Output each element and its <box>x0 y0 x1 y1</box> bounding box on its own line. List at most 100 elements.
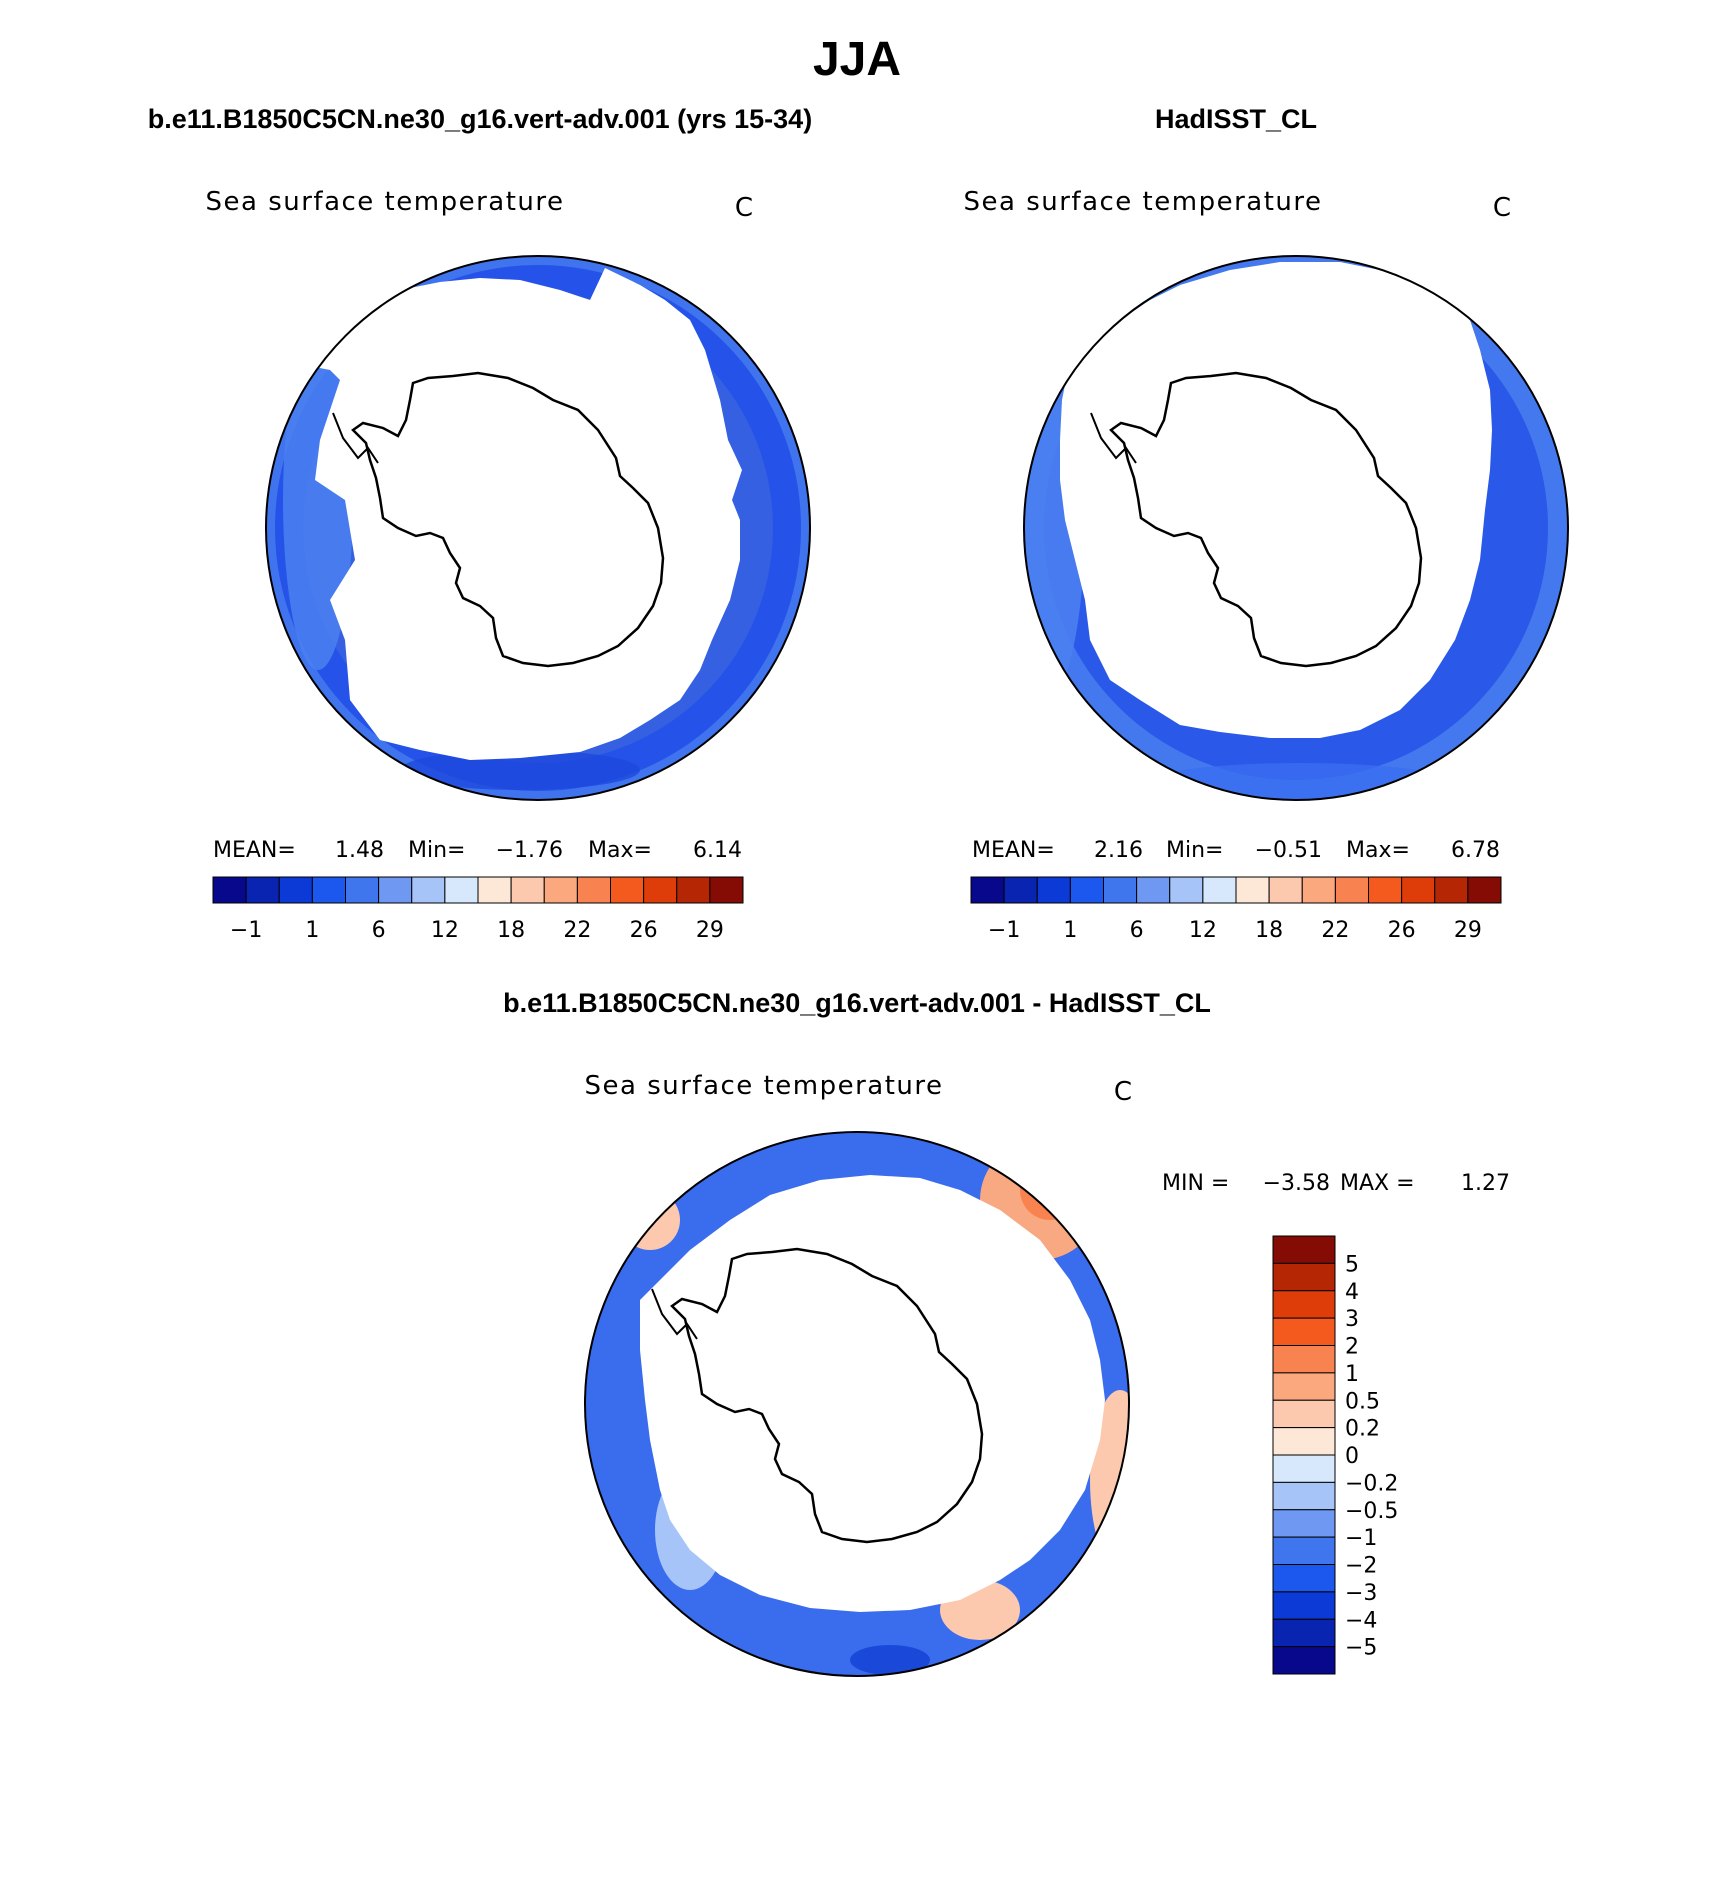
colorbar-diff-swatch <box>1272 1372 1336 1401</box>
colorbar-model-swatch <box>212 876 247 904</box>
colorbar-model-tick-label: 26 <box>630 918 658 943</box>
map-border-model <box>265 255 811 801</box>
colorbar-obs-swatch <box>1434 876 1469 904</box>
colorbar-obs-swatch <box>1334 876 1369 904</box>
colorbar-diff-swatch <box>1272 1235 1336 1264</box>
colorbar-diff-tick-label: −5 <box>1345 1636 1377 1661</box>
colorbar-model-tick-label: 1 <box>305 918 319 943</box>
colorbar-diff-tick-label: 5 <box>1345 1252 1359 1277</box>
colorbar-diff-tick-label: 0.2 <box>1345 1417 1380 1442</box>
colorbar-obs-tick-label: 6 <box>1130 918 1144 943</box>
colorbar-model-tick-label: 18 <box>497 918 525 943</box>
colorbar-obs-swatch <box>1268 876 1303 904</box>
variable-label-obs: Sea surface temperature <box>964 187 1323 217</box>
colorbar-obs-swatch <box>1003 876 1038 904</box>
colorbar-diff-tick-label: 1 <box>1345 1362 1359 1387</box>
colorbar-diff-swatch <box>1272 1290 1336 1319</box>
colorbar-diff-swatch <box>1272 1317 1336 1346</box>
panel-header-model: b.e11.B1850C5CN.ne30_g16.vert-adv.001 (y… <box>148 104 812 134</box>
variable-label-diff: Sea surface temperature <box>585 1071 944 1101</box>
map-obs <box>1023 255 1569 801</box>
colorbar-diff-tick-label: −0.2 <box>1345 1471 1398 1496</box>
colorbar-obs-swatch <box>1301 876 1336 904</box>
colorbar-obs-swatch <box>1202 876 1237 904</box>
max-value-obs: 6.78 <box>1451 838 1500 863</box>
colorbar-obs-swatch <box>1235 876 1270 904</box>
colorbar-diff-swatch <box>1272 1591 1336 1620</box>
colorbar-obs-swatch <box>1036 876 1071 904</box>
colorbar-obs-tick-label: 1 <box>1063 918 1077 943</box>
colorbar-diff-swatch <box>1272 1399 1336 1429</box>
stats-model: MEAN= 1.48 Min= −1.76 Max= 6.14 <box>213 838 742 863</box>
max-value-model: 6.14 <box>693 838 742 863</box>
colorbar-diff-swatch <box>1272 1345 1336 1374</box>
colorbar-diff-tick-label: 4 <box>1345 1280 1359 1305</box>
mean-label-obs: MEAN= <box>972 838 1055 863</box>
colorbar-obs-tick-label: 12 <box>1189 918 1217 943</box>
colorbar-model-swatch <box>345 876 380 904</box>
mean-value-model: 1.48 <box>335 838 384 863</box>
max-value-diff: 1.27 <box>1461 1171 1510 1196</box>
stats-diff: MIN = −3.58 MAX = 1.27 <box>1162 1171 1510 1196</box>
mean-label-model: MEAN= <box>213 838 296 863</box>
colorbar-obs-tick-label: 18 <box>1255 918 1283 943</box>
colorbar-diff-tick-label: 2 <box>1345 1335 1359 1360</box>
map-border-diff <box>584 1131 1130 1677</box>
colorbar-obs-tick-label: 26 <box>1388 918 1416 943</box>
colorbar-diff-tick-label: −4 <box>1345 1608 1377 1633</box>
colorbar-model-swatch <box>278 876 313 904</box>
colorbar-diff-tick-label: 0.5 <box>1345 1389 1380 1414</box>
colorbar-obs-tick-label: 29 <box>1454 918 1482 943</box>
colorbar-diff-swatch <box>1272 1509 1336 1538</box>
min-value-model: −1.76 <box>496 838 563 863</box>
colorbar-model-tick-label: 29 <box>696 918 724 943</box>
colorbar-model-tick-label: 12 <box>431 918 459 943</box>
colorbar-diff-tick-label: 3 <box>1345 1307 1359 1332</box>
colorbar-diff-swatch <box>1272 1646 1336 1675</box>
colorbar-model-tick-label: 6 <box>372 918 386 943</box>
colorbar-obs: −1 1 6 12 18 22 26 29 <box>970 876 1502 943</box>
min-value-obs: −0.51 <box>1255 838 1322 863</box>
colorbar-model-tick-label: 22 <box>563 918 591 943</box>
sea-ice-mask-diff <box>640 1175 1105 1612</box>
panel-header-obs: HadISST_CL <box>1155 104 1317 134</box>
colorbar-model: −1 1 6 12 18 22 26 29 <box>212 876 744 943</box>
panel-header-diff: b.e11.B1850C5CN.ne30_g16.vert-adv.001 - … <box>503 988 1211 1018</box>
colorbar-diff-swatch <box>1272 1564 1336 1593</box>
max-label-obs: Max= <box>1346 838 1410 863</box>
max-label-model: Max= <box>588 838 652 863</box>
colorbar-model-swatch <box>411 876 446 904</box>
colorbar-diff-swatch <box>1272 1481 1336 1511</box>
units-label-diff: C <box>1114 1077 1132 1107</box>
colorbar-diff-swatch <box>1272 1536 1336 1565</box>
map-model <box>265 255 811 801</box>
colorbar-model-swatch <box>444 876 479 904</box>
stats-obs: MEAN= 2.16 Min= −0.51 Max= 6.78 <box>972 838 1500 863</box>
min-value-diff: −3.58 <box>1263 1171 1330 1196</box>
sea-ice-mask-model <box>305 268 742 760</box>
colorbar-model-swatch <box>477 876 512 904</box>
colorbar-model-swatch <box>610 876 645 904</box>
map-diff <box>584 1131 1130 1677</box>
colorbar-diff-swatch <box>1272 1262 1336 1292</box>
colorbar-diff-swatch <box>1272 1618 1336 1648</box>
colorbar-model-tick-label: −1 <box>230 918 262 943</box>
colorbar-obs-swatch <box>1069 876 1104 904</box>
season-title: JJA <box>813 33 901 86</box>
units-label-obs: C <box>1493 193 1511 223</box>
colorbar-diff-tick-label: −2 <box>1345 1554 1377 1579</box>
colorbar-obs-swatch <box>1103 876 1138 904</box>
max-label-diff: MAX = <box>1340 1171 1415 1196</box>
variable-label-model: Sea surface temperature <box>206 187 565 217</box>
colorbar-diff-swatch <box>1272 1427 1336 1456</box>
colorbar-diff-tick-label: −1 <box>1345 1526 1377 1551</box>
colorbar-model-swatch <box>643 876 678 904</box>
colorbar-obs-swatch <box>1467 876 1502 904</box>
colorbar-diff-tick-label: −3 <box>1345 1581 1377 1606</box>
colorbar-model-swatch <box>510 876 545 904</box>
colorbar-diff-swatch <box>1272 1454 1336 1483</box>
units-label-model: C <box>735 193 753 223</box>
min-label-model: Min= <box>408 838 465 863</box>
colorbar-obs-swatch <box>970 876 1005 904</box>
